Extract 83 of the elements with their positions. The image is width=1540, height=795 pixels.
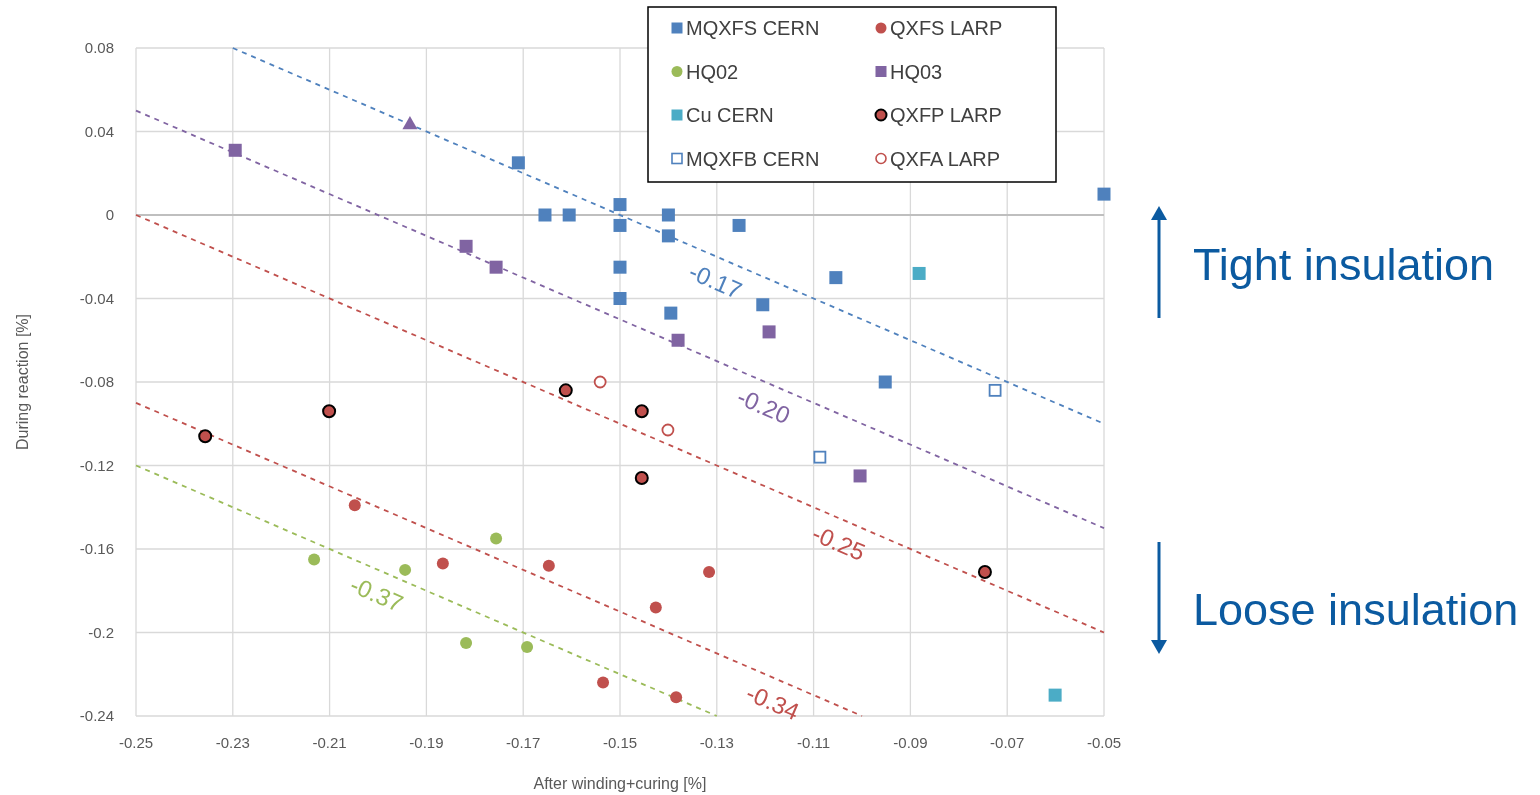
y-tick-label: 0.08 (84, 39, 114, 56)
y-tick-label: -0.04 (79, 289, 114, 307)
x-tick-label: -0.05 (1086, 734, 1122, 751)
point (649, 601, 662, 614)
point (322, 404, 337, 419)
point (558, 383, 573, 398)
point (542, 559, 555, 572)
point (853, 469, 867, 483)
y-tick-label: 0.04 (84, 122, 114, 140)
point (460, 636, 473, 649)
legend-label: QXFS LARP (890, 17, 1003, 39)
point (597, 676, 610, 689)
point (977, 564, 992, 579)
x-axis-title: After winding+curing [%] (533, 775, 707, 792)
point (459, 239, 473, 253)
point (661, 208, 675, 222)
point (489, 260, 503, 274)
point (912, 266, 926, 280)
point (511, 156, 525, 170)
point (613, 198, 627, 212)
point (671, 333, 685, 347)
point (1048, 688, 1062, 702)
point (399, 563, 412, 576)
point (521, 641, 534, 654)
legend-label: Cu CERN (686, 104, 774, 126)
x-tick-label: -0.09 (893, 734, 928, 751)
x-tick-label: -0.25 (118, 734, 154, 751)
text: -0.34 (742, 678, 804, 726)
point (562, 208, 576, 222)
point (1097, 187, 1111, 201)
point (198, 429, 213, 444)
point (762, 325, 776, 339)
point (308, 553, 321, 566)
point (228, 143, 242, 157)
legend-label: MQXFS CERN (686, 17, 820, 39)
y-tick-label: 0 (105, 206, 114, 223)
legend-label: MQXFB CERN (686, 147, 820, 170)
point (634, 404, 649, 419)
x-tick-label: -0.21 (312, 734, 347, 751)
point (829, 271, 843, 285)
point (813, 450, 827, 464)
x-tick-label: -0.23 (215, 734, 250, 751)
point (613, 218, 627, 232)
y-tick-label: -0.16 (79, 540, 114, 557)
point (732, 218, 746, 232)
y-tick-label: -0.24 (79, 707, 114, 724)
point (348, 499, 361, 512)
x-tick-label: -0.13 (699, 734, 734, 751)
legend-label: QXFP LARP (890, 104, 1002, 126)
point (703, 565, 716, 578)
legend-label: HQ03 (890, 60, 943, 83)
y-tick-label: -0.08 (79, 373, 114, 390)
legend-label: QXFA LARP (890, 147, 1001, 170)
point (661, 229, 675, 243)
text: -0.37 (346, 570, 408, 618)
text: Tight insulation (1193, 239, 1495, 290)
legend-label: HQ02 (686, 60, 739, 83)
text: Loose insulation (1193, 584, 1519, 635)
point (613, 292, 627, 305)
point (664, 306, 678, 320)
point (538, 208, 552, 222)
x-tick-label: -0.11 (797, 734, 831, 751)
x-tick-label: -0.19 (409, 734, 444, 751)
point (613, 260, 627, 274)
y-tick-label: -0.12 (79, 456, 114, 474)
point (402, 115, 418, 130)
x-tick-label: -0.07 (990, 734, 1025, 751)
point (436, 557, 449, 570)
y-tick-label: -0.2 (88, 623, 114, 641)
text: -0.17 (684, 257, 746, 305)
point (878, 375, 892, 389)
point (756, 298, 770, 312)
point (490, 532, 503, 545)
text: -0.25 (808, 519, 870, 566)
text: -0.20 (733, 382, 795, 430)
y-axis-title: During reaction [%] (14, 313, 31, 451)
point (593, 375, 607, 389)
point (661, 423, 675, 437)
point (670, 691, 683, 704)
x-tick-label: -0.17 (506, 734, 541, 751)
point (634, 471, 649, 486)
point (988, 383, 1002, 397)
x-tick-label: -0.15 (602, 734, 638, 751)
